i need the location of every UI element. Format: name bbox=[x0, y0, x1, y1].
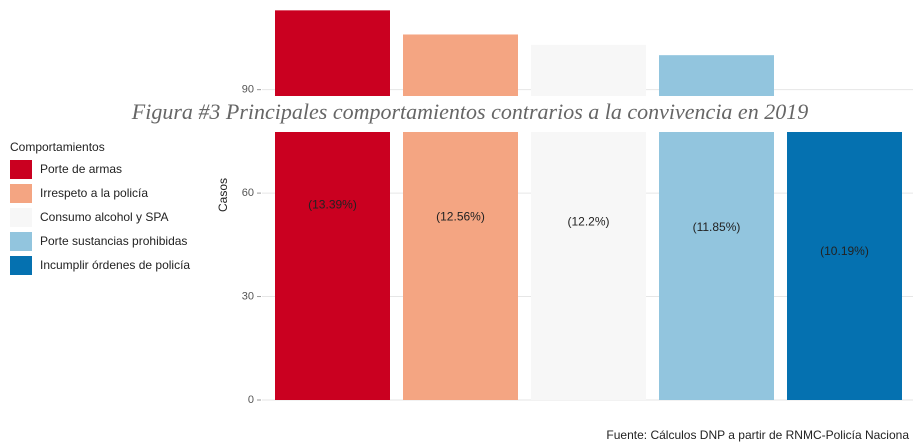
source-note: Fuente: Cálculos DNP a partir de RNMC-Po… bbox=[606, 428, 909, 442]
y-tick-label: 0 bbox=[248, 394, 254, 406]
plot: 0 30 60 90 (13.39%) (12.56%) (12.2%) (11.85%) (1… bbox=[242, 10, 913, 406]
bar bbox=[403, 34, 518, 400]
caption-band bbox=[0, 96, 913, 132]
bar-annotation: (11.85%) bbox=[693, 220, 741, 234]
bar-annotation: (12.2%) bbox=[567, 215, 609, 229]
legend-title: Comportamientos bbox=[10, 140, 105, 154]
legend-swatch bbox=[10, 184, 32, 203]
legend-label: Consumo alcohol y SPA bbox=[40, 210, 169, 224]
y-tick-label: 30 bbox=[242, 290, 254, 302]
chart-title: Figura #3 Principales comportamientos co… bbox=[131, 99, 808, 124]
bar-annotation: (10.19%) bbox=[820, 244, 869, 258]
legend-swatch bbox=[10, 256, 32, 275]
legend-label: Irrespeto a la policía bbox=[40, 186, 148, 200]
bar-annotation: (13.39%) bbox=[308, 197, 357, 211]
y-tick-label: 60 bbox=[242, 187, 254, 199]
y-tick-label: 90 bbox=[242, 84, 254, 96]
legend-swatch bbox=[10, 208, 32, 227]
legend-swatch bbox=[10, 232, 32, 251]
bar-annotation: (12.56%) bbox=[436, 209, 485, 223]
legend-label: Incumplir órdenes de policía bbox=[40, 258, 190, 272]
legend-label: Porte de armas bbox=[40, 162, 122, 176]
legend-swatch bbox=[10, 160, 32, 179]
y-axis-label: Casos bbox=[216, 178, 230, 212]
bar bbox=[787, 103, 902, 400]
legend-label: Porte sustancias prohibidas bbox=[40, 234, 187, 248]
bar bbox=[275, 10, 390, 401]
